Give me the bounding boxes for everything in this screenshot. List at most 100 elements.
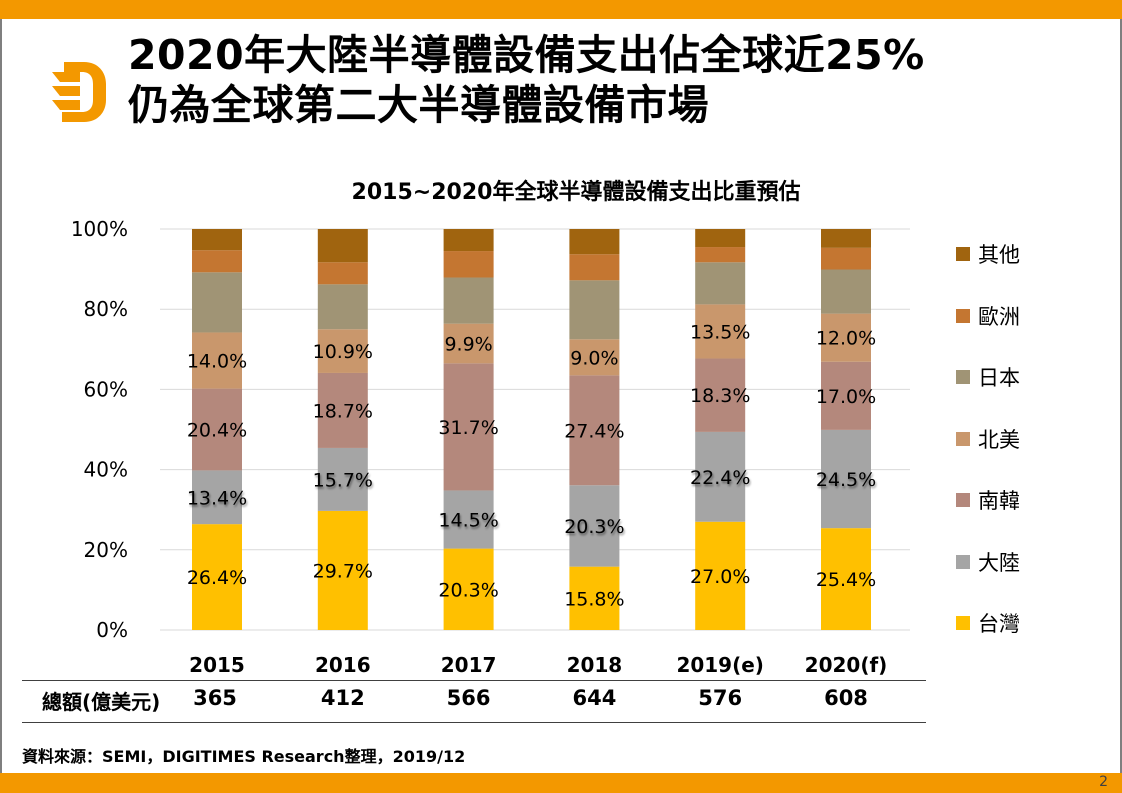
data-label: 14.5% [438, 510, 498, 532]
data-labels: 26.4% 13.4% 20.4% 14.0% 29.7% 15.7% 18.7% 10.9%… [187, 321, 876, 610]
data-label: 13.4% [187, 487, 247, 509]
bar-segment-北美 [443, 323, 494, 364]
data-label: 24.5% [816, 469, 876, 491]
bar-segment-其他 [821, 229, 871, 248]
bar-segment-台灣 [569, 566, 620, 630]
y-tick-label: 20% [84, 538, 128, 562]
right-border [1120, 19, 1122, 773]
data-label: 9.9% [444, 333, 492, 355]
total-value: 566 [446, 686, 491, 710]
table-line-top [22, 680, 926, 681]
bar-segment-歐洲 [569, 254, 620, 281]
total-value: 576 [698, 686, 743, 710]
data-label: 20.3% [564, 516, 624, 538]
bar-segment-歐洲 [821, 247, 871, 270]
y-tick-label: 60% [84, 377, 128, 401]
bar-segment-其他 [192, 229, 242, 251]
source-note: 資料來源：SEMI，DIGITIMES Research整理，2019/12 [22, 747, 466, 766]
bottom-accent-bar [0, 773, 1122, 793]
data-label: 25.4% [816, 569, 876, 591]
legend-item: 其他 [956, 240, 1020, 268]
legend-swatch [956, 308, 970, 323]
data-label: 26.4% [187, 567, 247, 589]
legend-swatch [956, 370, 970, 384]
legend-item: 南韓 [956, 486, 1020, 514]
legend-label: 歐洲 [978, 304, 1020, 329]
bar-segment-其他 [695, 229, 746, 248]
bar-segment-歐洲 [192, 250, 242, 273]
gridlines [160, 228, 910, 631]
data-label: 20.3% [438, 579, 498, 601]
legend-item: 日本 [956, 363, 1020, 391]
bar-segment-大陸 [317, 447, 368, 511]
bar-segment-日本 [569, 280, 620, 340]
bar-segment-大陸 [192, 470, 242, 525]
legend-label: 大陸 [978, 550, 1020, 575]
bar-segment-歐洲 [443, 251, 494, 278]
legend-item: 台灣 [956, 609, 1020, 637]
bar-segment-大陸 [821, 429, 871, 529]
bar-segment-北美 [317, 329, 368, 373]
data-label: 18.3% [690, 385, 750, 407]
bar-segment-大陸 [443, 490, 494, 549]
legend-label: 其他 [978, 243, 1020, 267]
bar-segment-南韓 [317, 372, 368, 448]
bar-segment-日本 [192, 272, 242, 333]
data-label: 20.4% [187, 420, 247, 442]
legend-label: 台灣 [978, 612, 1020, 636]
data-label: 14.0% [187, 351, 247, 373]
bar-segment-日本 [443, 277, 494, 324]
y-tick-label: 0% [96, 618, 128, 642]
x-category-label: 2019(e) [676, 653, 764, 677]
bar-segment-大陸 [569, 485, 620, 567]
data-label: 22.4% [690, 467, 750, 489]
table-line-bottom [22, 722, 926, 723]
legend-item: 北美 [956, 425, 1020, 453]
chart-title: 2015~2020年全球半導體設備支出比重預估 [351, 180, 801, 205]
data-label: 17.0% [816, 386, 876, 408]
legend-swatch [956, 554, 970, 569]
data-label: 10.9% [313, 341, 373, 363]
bar-segment-南韓 [821, 361, 871, 430]
legend-swatch [956, 493, 970, 507]
bar-segment-北美 [695, 304, 746, 359]
bar-segment-北美 [569, 339, 620, 376]
bar-segment-日本 [317, 284, 368, 330]
x-category-label: 2017 [441, 653, 497, 677]
y-axis-ticks: 0% 20% 40% 60% 80% 100% [71, 217, 128, 642]
bar-segment-日本 [821, 269, 871, 314]
total-value: 608 [824, 686, 868, 710]
bar-segment-台灣 [443, 548, 494, 630]
data-label: 12.0% [816, 328, 876, 350]
data-label: 18.7% [313, 400, 373, 422]
bar-segment-南韓 [443, 363, 494, 491]
totals-label: 總額(億美元) [42, 690, 161, 714]
bar-segment-其他 [443, 229, 494, 252]
legend-item: 大陸 [956, 548, 1020, 576]
legend-swatch [956, 247, 970, 261]
y-tick-label: 80% [84, 297, 128, 321]
data-label: 15.7% [313, 469, 373, 491]
x-category-label: 2016 [315, 653, 371, 677]
data-label: 13.5% [690, 321, 750, 343]
bar-segment-日本 [695, 262, 746, 305]
bar-segment-台灣 [192, 524, 242, 630]
bar-segment-南韓 [569, 375, 620, 486]
slide-title-line1: 2020年大陸半導體設備支出佔全球近25% [128, 31, 925, 79]
legend-swatch [956, 431, 970, 446]
y-tick-label: 100% [71, 217, 128, 241]
data-label: 27.0% [690, 566, 750, 588]
total-value: 644 [572, 686, 617, 710]
bars [192, 229, 871, 630]
x-axis-categories: 2015 2016 2017 2018 2019(e) 2020(f) [189, 653, 887, 677]
data-label: 31.7% [438, 417, 498, 439]
total-value: 412 [320, 686, 365, 710]
data-label: 29.7% [313, 560, 373, 582]
x-category-label: 2020(f) [805, 653, 888, 677]
bar-segment-北美 [821, 313, 871, 362]
slide-title: 2020年大陸半導體設備支出佔全球近25% 仍為全球第二大半導體設備市場 [128, 30, 925, 130]
bar-segment-大陸 [695, 431, 746, 522]
slide-title-line2: 仍為全球第二大半導體設備市場 [128, 81, 709, 129]
bar-segment-南韓 [695, 358, 746, 432]
bar-segment-歐洲 [317, 262, 368, 285]
